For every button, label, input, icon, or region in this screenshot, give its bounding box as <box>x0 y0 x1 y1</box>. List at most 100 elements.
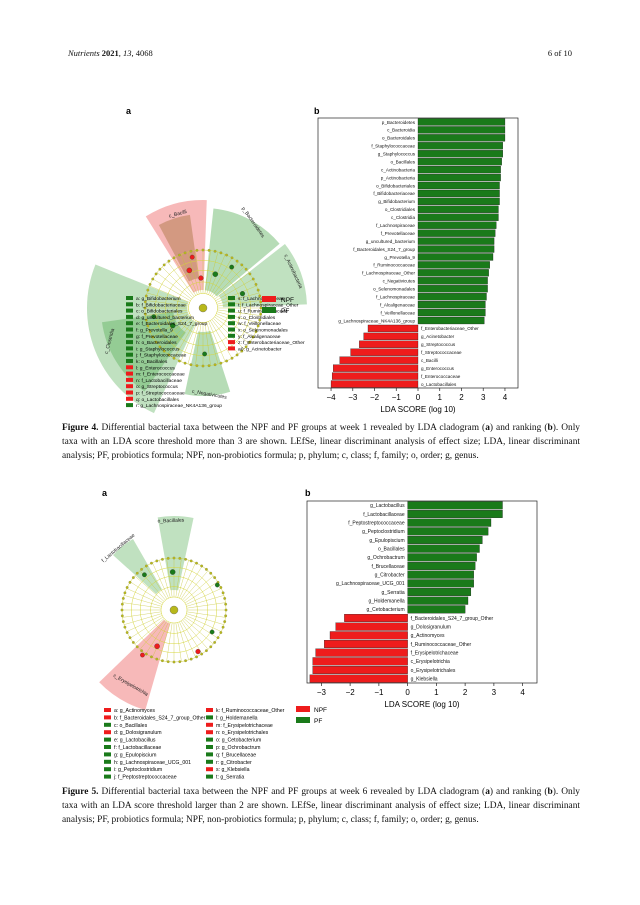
fig5-leaf-node <box>219 631 223 634</box>
fig4-bar <box>417 245 495 253</box>
fig4-key-swatch <box>126 346 133 351</box>
fig5-bar-label: g_Ochrobactrum <box>367 555 404 561</box>
fig5-bar <box>407 605 466 614</box>
fig4-bar <box>417 308 486 317</box>
fig4-bar-label: o_Lactobacillales <box>421 382 457 387</box>
fig4-key-item: g: f_Prevotellaceae <box>136 334 178 340</box>
fig5-bar-label: f_Erysipelotrichaceae <box>411 650 459 656</box>
fig4-bar-label: f_Staphylococcaceae <box>371 144 415 149</box>
fig5-branch <box>186 613 224 625</box>
fig4-leaf-node <box>151 277 155 281</box>
fig4-bar-label: f_Veillonellaceae <box>381 310 416 315</box>
fig5-leaf-node <box>216 636 220 640</box>
fig5-leaf-node <box>178 556 182 560</box>
fig5-bar-label: g_Peptoclostridium <box>362 529 405 535</box>
journal-year: 2021 <box>101 48 119 58</box>
fig4-group-legend: NPF PF <box>262 296 294 315</box>
fig4-bar <box>417 205 499 213</box>
fig4-bar-label: c_Bacteroidia <box>387 128 415 133</box>
fig4-key-swatch <box>228 321 235 326</box>
fig5-branch <box>175 622 182 662</box>
fig4-leaf-node <box>259 300 263 304</box>
fig5-branch <box>124 613 162 625</box>
fig4-branch <box>213 266 245 298</box>
fig4-key-item: w: f_Veillonellaceae <box>238 321 281 327</box>
fig5-leaf-node <box>125 586 129 589</box>
fig4-key-swatch <box>228 327 235 332</box>
fig4-key-item: m: f_Enterococcaceae <box>136 372 185 378</box>
fig4-bar-label: f_Ruminococcaceae <box>373 263 415 268</box>
fig5-leaf-node <box>205 567 208 571</box>
fig4-leaf-node <box>201 364 205 368</box>
fig4-bar <box>339 356 419 364</box>
fig4-bar-label: o_Bifidobacteriales <box>376 183 416 188</box>
fig5-bar <box>407 570 474 579</box>
fig5-key-item: s: g_Klebsiella <box>216 767 250 773</box>
fig4-bar-label: c_Actinobacteria <box>381 167 415 172</box>
fig5-bar-label: g_Holdemanella <box>368 598 404 604</box>
fig4-bar-label: f_Enterobacteriaceae_Other <box>421 326 479 331</box>
fig4-caption-label: Figure 4. <box>62 423 99 433</box>
fig5-leaf-node <box>123 591 127 595</box>
fig4-branch <box>216 292 260 305</box>
fig5-branch <box>139 619 166 650</box>
fig4-branch <box>145 300 189 307</box>
fig5-bar-label: g_Serratia <box>382 590 405 596</box>
fig5-key-item: m: f_Erysipelotrichaceae <box>216 723 273 729</box>
fig5-key-item: l: g_Holdemanella <box>216 715 258 721</box>
fig4-leaf-node <box>248 272 252 276</box>
fig4-leaf-node <box>207 248 211 252</box>
fig4-bar <box>417 253 494 261</box>
fig4-bar <box>417 197 500 206</box>
fig5-leaf-node <box>184 557 187 561</box>
fig5-panel-a-label: a <box>102 488 108 498</box>
fig5-marker-node <box>140 652 145 658</box>
fig5-bar <box>407 544 480 553</box>
fig4-branch <box>167 261 195 297</box>
fig4-key-swatch <box>126 333 133 338</box>
fig5-root-node <box>169 605 179 615</box>
fig5-key-item: i: g_Peptoclostridium <box>114 767 162 773</box>
fig4-tick-label: −4 <box>326 393 336 402</box>
fig5-leaf-node <box>120 614 124 618</box>
fig5-key-item: e: g_Lactobacillus <box>114 738 156 744</box>
fig4-tick-label: 3 <box>481 393 486 402</box>
fig4-branch <box>161 318 193 350</box>
fig5-key-item: c: o_Bacillales <box>114 723 148 729</box>
fig5-leaf-node <box>189 657 193 661</box>
fig4-bar <box>417 189 500 198</box>
fig5-tick-label: −1 <box>374 688 384 697</box>
fig5-bar <box>407 596 469 605</box>
fig4-x-axis-label: LDA SCORE (log 10) <box>380 405 455 414</box>
fig4-leaf-node <box>213 249 217 253</box>
fig4-leaf-node <box>189 249 193 253</box>
fig4-bar <box>417 293 487 301</box>
fig5-clade-highlight <box>113 538 162 594</box>
fig4-branch <box>217 300 261 307</box>
fig5-key-swatch <box>206 715 213 720</box>
fig4-bar-label: f_Lachnospiraceae_Other <box>362 271 415 276</box>
fig5-branch <box>186 595 224 607</box>
fig4-leaf-node <box>189 363 193 367</box>
fig4-bar <box>363 332 419 341</box>
fig4-leaf-node <box>158 345 162 349</box>
fig5-key-swatch <box>104 708 111 712</box>
fig4-leaf-node <box>167 353 171 357</box>
fig4-key-item: t: f_Lachnospiraceae_Other <box>238 302 299 308</box>
fig4-key-item: o: g_Streptococcus <box>136 384 178 390</box>
fig4-key-swatch <box>126 390 133 395</box>
fig5-bar <box>324 640 408 648</box>
fig5-key-swatch <box>206 774 213 779</box>
fig4-key-item: i: g_Staphylococcus <box>136 346 180 352</box>
fig4-key-swatch <box>228 314 235 319</box>
fig4-leaf-node <box>207 364 211 368</box>
fig4-bar-label: c_Clostridia <box>391 215 415 220</box>
fig4-branch <box>180 254 198 295</box>
fig4-leaf-node <box>162 349 166 353</box>
fig4-key-swatch <box>126 396 133 401</box>
fig5-branch <box>145 566 168 600</box>
fig4-leaf-node <box>201 248 205 252</box>
fig5-leaf-node <box>200 564 204 568</box>
fig4-branch <box>217 309 261 316</box>
fig4-clade-highlight <box>101 312 186 392</box>
